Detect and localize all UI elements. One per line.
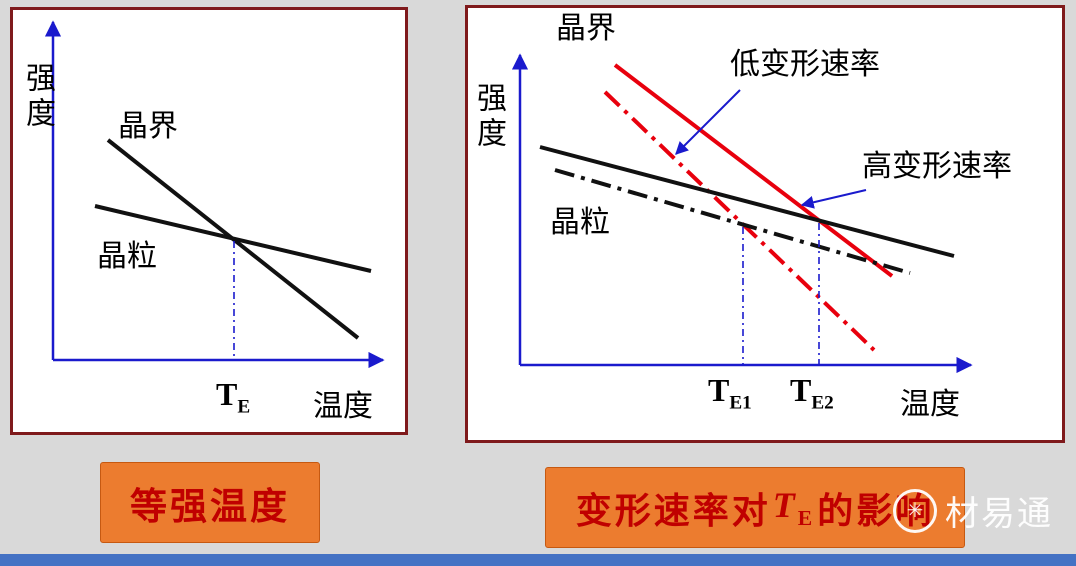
left-y-axis-label: 强度	[21, 62, 54, 132]
right-y-axis-label: 强度	[472, 82, 505, 152]
low-rate-annotation-arrow	[675, 89, 741, 155]
high-rate-annotation-arrow	[800, 189, 867, 209]
te1-base: T	[708, 372, 730, 408]
bottom-blue-bar	[0, 554, 1076, 566]
right-grain-boundary-label: 晶界	[556, 12, 616, 45]
left-caption: 等强温度	[100, 462, 320, 543]
low-rate-label: 低变形速率	[730, 48, 880, 81]
left-x-axis-label: 温度	[313, 390, 373, 423]
right-caption-prefix: 变形速率对	[575, 490, 771, 531]
left-chart-svg	[44, 20, 385, 369]
left-grain-boundary-label: 晶界	[118, 110, 178, 143]
right-grain-high-rate-line	[539, 145, 955, 258]
right-caption: 变形速率对 TE 的影响	[545, 467, 965, 548]
right-grain-boundary-high-rate-line	[613, 63, 894, 278]
right-caption-te: TE	[773, 484, 815, 531]
left-grain-label: 晶粒	[97, 240, 157, 273]
te1-sub: E1	[729, 392, 752, 414]
right-grain-low-rate-line	[554, 168, 911, 275]
right-grain-label: 晶粒	[550, 206, 610, 239]
right-chart-svg	[511, 53, 973, 374]
watermark-text: 材易通	[945, 495, 1053, 533]
right-x-axis-label: 温度	[900, 388, 960, 421]
te-label: TE	[216, 376, 250, 418]
te-base: T	[216, 376, 238, 412]
right-caption-te-sub: E	[797, 506, 816, 531]
te2-label: TE2	[790, 372, 834, 414]
te2-sub: E2	[811, 392, 834, 414]
right-caption-te-base: T	[772, 484, 798, 525]
left-chart-panel: 强度 晶界 晶粒 TE 温度	[10, 7, 408, 435]
te2-base: T	[790, 372, 812, 408]
left-caption-text: 等强温度	[130, 486, 290, 528]
high-rate-label: 高变形速率	[862, 150, 1012, 183]
te-sub: E	[237, 396, 251, 418]
te1-label: TE1	[708, 372, 752, 414]
watermark: ✳ 材易通	[893, 486, 1053, 535]
left-grain-line	[94, 204, 372, 273]
right-grain-boundary-low-rate-line	[603, 90, 876, 352]
right-chart-panel: 晶界 强度 低变形速率 高变形速率 晶粒 TE1 TE2 温度	[465, 5, 1065, 443]
asterisk-logo-icon: ✳	[893, 488, 937, 533]
